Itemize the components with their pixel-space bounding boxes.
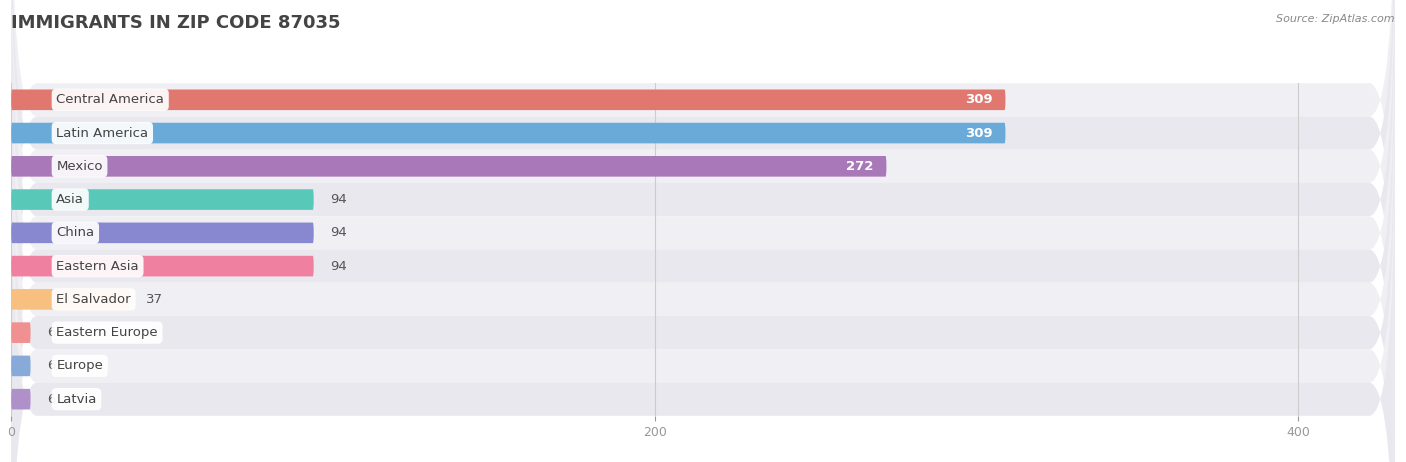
Text: 37: 37 (146, 293, 163, 306)
Text: IMMIGRANTS IN ZIP CODE 87035: IMMIGRANTS IN ZIP CODE 87035 (11, 14, 340, 32)
Text: 309: 309 (965, 127, 993, 140)
Text: El Salvador: El Salvador (56, 293, 131, 306)
FancyBboxPatch shape (11, 0, 1395, 349)
Text: 6: 6 (46, 393, 55, 406)
Text: Mexico: Mexico (56, 160, 103, 173)
Text: Central America: Central America (56, 93, 165, 106)
FancyBboxPatch shape (11, 123, 1005, 143)
Text: Eastern Europe: Eastern Europe (56, 326, 157, 339)
Text: 94: 94 (330, 193, 346, 206)
Text: Europe: Europe (56, 359, 103, 372)
Text: Asia: Asia (56, 193, 84, 206)
FancyBboxPatch shape (11, 0, 1395, 462)
FancyBboxPatch shape (11, 322, 31, 343)
Text: Source: ZipAtlas.com: Source: ZipAtlas.com (1277, 14, 1395, 24)
FancyBboxPatch shape (11, 223, 314, 243)
FancyBboxPatch shape (11, 389, 31, 409)
FancyBboxPatch shape (11, 189, 314, 210)
FancyBboxPatch shape (11, 50, 1395, 462)
FancyBboxPatch shape (11, 256, 314, 276)
Text: 6: 6 (46, 359, 55, 372)
FancyBboxPatch shape (11, 150, 1395, 462)
FancyBboxPatch shape (11, 0, 1395, 449)
FancyBboxPatch shape (11, 289, 131, 310)
Text: Latin America: Latin America (56, 127, 149, 140)
FancyBboxPatch shape (11, 156, 886, 176)
Text: China: China (56, 226, 94, 239)
Text: 309: 309 (965, 93, 993, 106)
Text: 94: 94 (330, 260, 346, 273)
Text: Latvia: Latvia (56, 393, 97, 406)
Text: Eastern Asia: Eastern Asia (56, 260, 139, 273)
FancyBboxPatch shape (11, 0, 1395, 416)
Text: 94: 94 (330, 226, 346, 239)
FancyBboxPatch shape (11, 17, 1395, 462)
FancyBboxPatch shape (11, 83, 1395, 462)
Text: 272: 272 (846, 160, 873, 173)
FancyBboxPatch shape (11, 90, 1005, 110)
FancyBboxPatch shape (11, 356, 31, 376)
Text: 6: 6 (46, 326, 55, 339)
FancyBboxPatch shape (11, 0, 1395, 383)
FancyBboxPatch shape (11, 116, 1395, 462)
